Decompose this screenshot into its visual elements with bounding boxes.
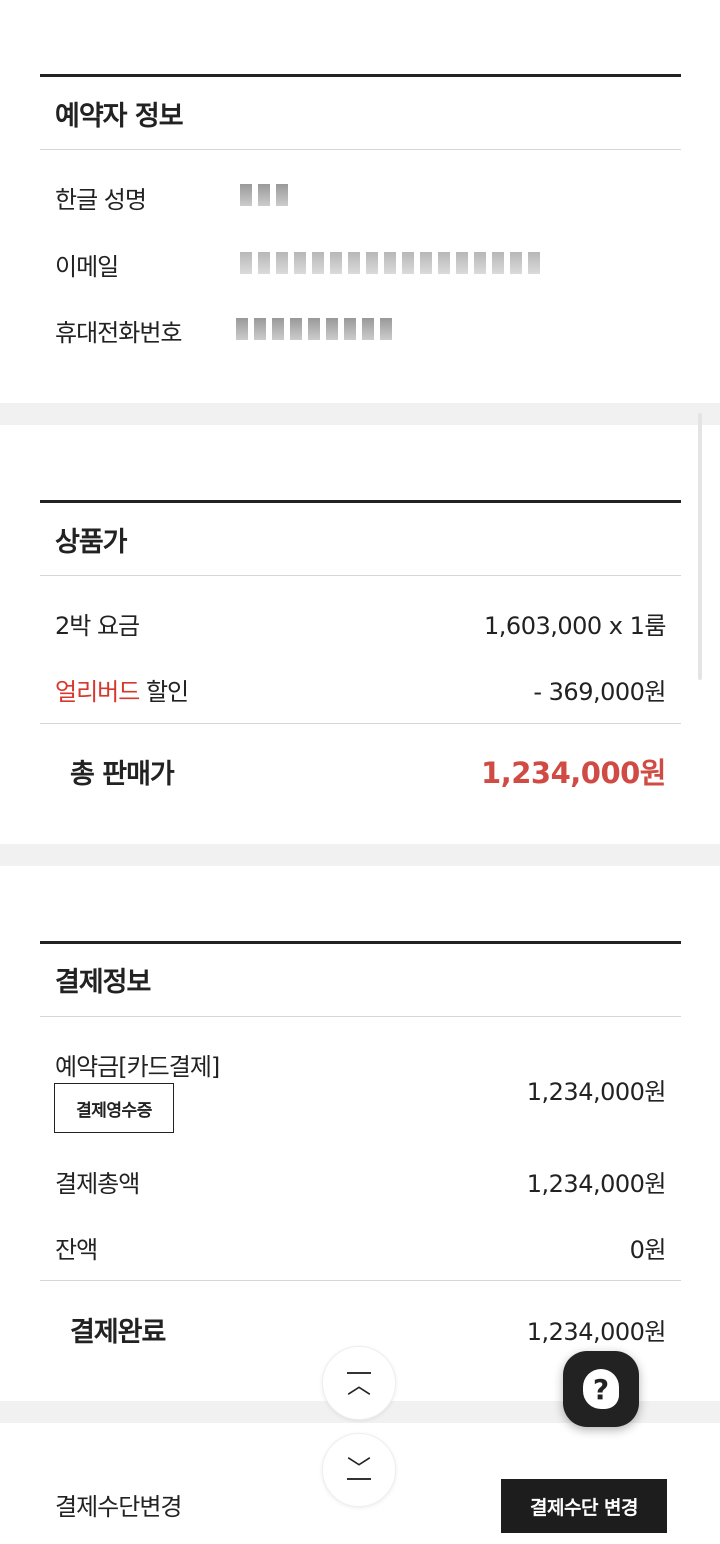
divider bbox=[40, 723, 681, 724]
section-gap bbox=[0, 844, 720, 866]
scrollbar[interactable] bbox=[698, 413, 702, 680]
section-divider bbox=[40, 74, 681, 77]
receipt-button[interactable]: 결제영수증 bbox=[54, 1083, 174, 1133]
divider bbox=[40, 1280, 681, 1281]
change-payment-button[interactable]: 결제수단 변경 bbox=[501, 1479, 667, 1533]
booker-title: 예약자 정보 bbox=[55, 101, 184, 132]
discount-highlight: 얼리버드 bbox=[55, 678, 140, 706]
divider bbox=[40, 1016, 681, 1017]
section-divider bbox=[40, 941, 681, 944]
section-gap bbox=[0, 403, 720, 425]
balance-label: 잔액 bbox=[55, 1236, 98, 1264]
done-label: 결제완료 bbox=[70, 1317, 166, 1348]
name-value-redacted bbox=[240, 184, 294, 206]
discount-value: - 369,000원 bbox=[533, 678, 666, 706]
payment-title: 결제정보 bbox=[55, 967, 151, 998]
deposit-label: 예약금[카드결제] bbox=[55, 1053, 220, 1081]
scroll-top-button[interactable]: ︿ bbox=[322, 1346, 396, 1420]
divider bbox=[40, 149, 681, 150]
nights-label: 2박 요금 bbox=[55, 612, 140, 640]
sum-value: 1,234,000원 bbox=[526, 1170, 667, 1198]
product-title: 상품가 bbox=[55, 527, 128, 558]
change-label: 결제수단변경 bbox=[55, 1493, 182, 1521]
total-value: 1,234,000원 bbox=[481, 756, 666, 790]
discount-label: 얼리버드 할인 bbox=[55, 672, 189, 707]
scroll-bottom-button[interactable]: ﹀ bbox=[322, 1433, 396, 1507]
help-chat-icon: ? bbox=[583, 1369, 619, 1409]
total-label: 총 판매가 bbox=[70, 759, 175, 790]
done-value: 1,234,000원 bbox=[526, 1318, 667, 1346]
scroll-bottom-icon: ﹀ bbox=[347, 1455, 371, 1483]
name-label: 한글 성명 bbox=[55, 186, 147, 214]
discount-text: 할인 bbox=[139, 678, 189, 706]
divider bbox=[40, 575, 681, 576]
balance-value: 0원 bbox=[629, 1236, 667, 1264]
phone-value-redacted bbox=[236, 318, 398, 340]
sum-label: 결제총액 bbox=[55, 1170, 140, 1198]
help-chat-button[interactable]: ? bbox=[563, 1351, 639, 1427]
deposit-value: 1,234,000원 bbox=[526, 1078, 667, 1106]
phone-label: 휴대전화번호 bbox=[55, 319, 182, 347]
scroll-top-icon: ︿ bbox=[347, 1371, 371, 1399]
nights-value: 1,603,000 x 1룸 bbox=[484, 612, 666, 640]
section-divider bbox=[40, 500, 681, 503]
email-value-redacted bbox=[240, 252, 570, 274]
email-label: 이메일 bbox=[55, 253, 119, 281]
